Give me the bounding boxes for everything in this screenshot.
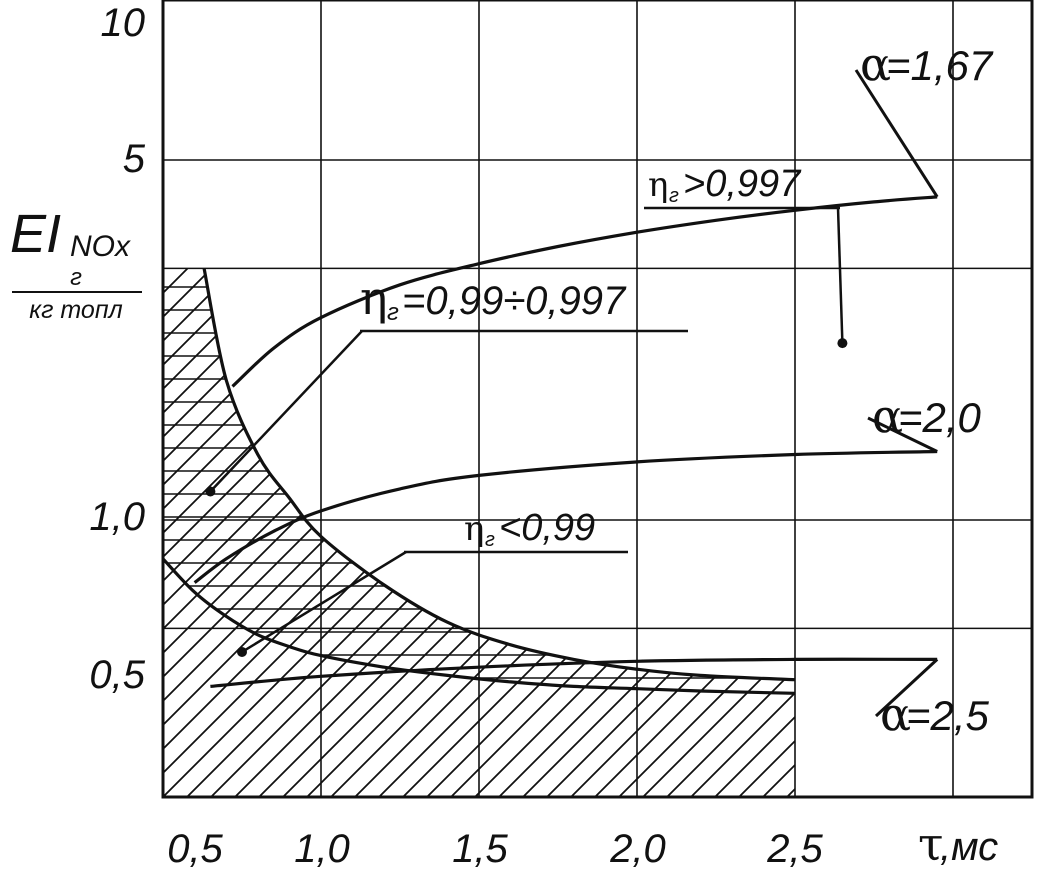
y-axis-subscript: NOx bbox=[70, 230, 131, 263]
region-label-high: η г >0,997 bbox=[644, 163, 840, 210]
curve-leader-alpha-25 bbox=[874, 658, 939, 718]
curve-label-alpha-25: α =2,5 bbox=[880, 687, 990, 741]
x-tick-label: 2,5 bbox=[766, 827, 823, 871]
region-label-text: =0,99÷0,997 bbox=[402, 279, 627, 323]
y-axis-symbol: EI bbox=[10, 204, 61, 264]
y-axis-title: EI NOx г кг топл bbox=[10, 204, 142, 324]
region-label-mid: η г =0,99÷0,997 bbox=[360, 271, 688, 333]
x-tick-label: 1,5 bbox=[452, 827, 508, 871]
y-tick-label: 1,0 bbox=[89, 495, 145, 539]
boundary-lower bbox=[161, 557, 796, 695]
region-label-subscript: г bbox=[669, 185, 679, 207]
y-tick-label: 0,5 bbox=[89, 653, 145, 697]
region-label-subscript: г bbox=[387, 299, 399, 326]
series-alpha-25-line bbox=[210, 657, 938, 688]
region-leader-mid bbox=[209, 330, 363, 493]
x-axis-symbol: τ bbox=[918, 817, 943, 871]
x-tick-label: 1,0 bbox=[294, 827, 350, 871]
x-axis-unit: ,мс bbox=[940, 825, 998, 869]
region-label-low: η г <0,99 bbox=[404, 507, 628, 554]
region-leader-low bbox=[241, 550, 407, 654]
region-label-text: >0,997 bbox=[683, 163, 802, 205]
x-tick-labels: 0,5 1,0 1,5 2,0 2,5 bbox=[167, 827, 823, 871]
region-label-symbol: η bbox=[648, 165, 668, 205]
y-tick-label: 5 bbox=[123, 137, 146, 181]
region-label-text: <0,99 bbox=[499, 507, 595, 549]
y-tick-labels: 0,5 1,0 5 10 bbox=[89, 1, 145, 697]
leader-lines bbox=[205, 69, 939, 718]
y-axis-unit-denominator: кг топл bbox=[29, 296, 122, 324]
x-tick-label: 0,5 bbox=[167, 827, 223, 871]
region-leader-high bbox=[836, 207, 844, 344]
x-tick-label: 2,0 bbox=[609, 827, 666, 871]
curve-label-text: =2,5 bbox=[906, 692, 990, 739]
series-alpha-20-line bbox=[193, 449, 938, 584]
y-tick-label: 10 bbox=[101, 1, 146, 45]
boundary-upper bbox=[202, 268, 796, 682]
curve-label-alpha-20: α =2,0 bbox=[872, 389, 982, 443]
curve-leader-alpha-167 bbox=[854, 69, 939, 198]
region-label-symbol: η bbox=[360, 271, 388, 325]
region-label-subscript: г bbox=[485, 529, 495, 551]
y-axis-unit-numerator: г bbox=[70, 264, 82, 291]
region-mid-diagonal-hatch bbox=[163, 268, 795, 694]
region-label-symbol: η bbox=[464, 509, 484, 549]
curve-leader-alpha-20 bbox=[867, 416, 938, 453]
plot-frame bbox=[161, 0, 1034, 799]
x-axis-title: τ ,мс bbox=[918, 817, 998, 871]
curve-label-text: =1,67 bbox=[886, 42, 994, 89]
curve-label-alpha-167: α =1,67 bbox=[860, 37, 994, 91]
curves bbox=[161, 195, 938, 695]
region-low-diagonal-hatch bbox=[163, 558, 795, 797]
region-fills bbox=[163, 268, 795, 797]
curve-label-text: =2,0 bbox=[898, 394, 982, 441]
